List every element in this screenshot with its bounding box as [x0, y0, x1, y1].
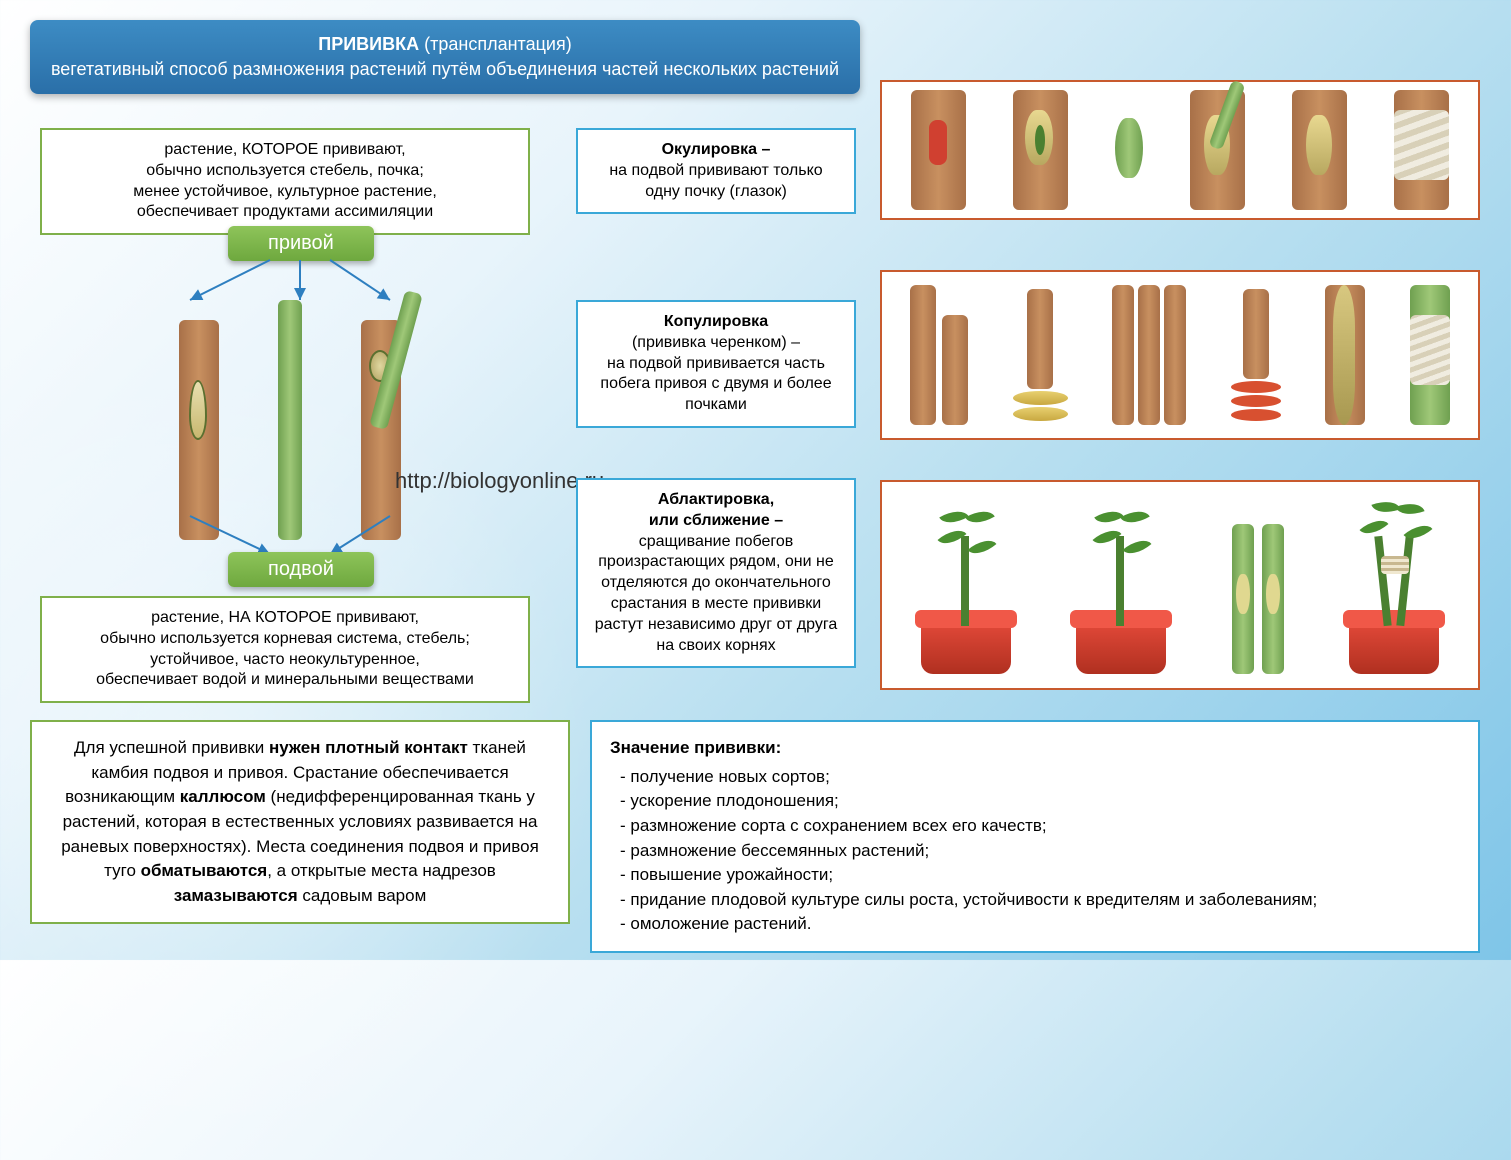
privoy-tag-label: привой	[268, 232, 334, 254]
podvoy-l3: устойчивое, часто неокультуренное,	[150, 651, 420, 668]
znachenie-item: - повышение урожайности;	[610, 863, 1460, 888]
okulirovka-desc: на подвой прививают только одну почку (г…	[609, 162, 822, 200]
privoy-l3: менее устойчивое, культурное растение,	[133, 183, 437, 200]
header-title: ПРИВИВКА	[318, 34, 419, 54]
header-subtitle: вегетативный способ размножения растений…	[51, 59, 839, 79]
znachenie-item: - придание плодовой культуре силы роста,…	[610, 888, 1460, 913]
kopulirovka-title: Копулировка	[664, 313, 768, 330]
znachenie-item: - размножение бессемянных растений;	[610, 839, 1460, 864]
privoy-desc-box: растение, КОТОРОЕ прививают, обычно испо…	[40, 128, 530, 235]
okulirovka-illus	[880, 80, 1480, 220]
privoy-tag: привой	[228, 226, 374, 261]
header-paren: (трансплантация)	[424, 34, 572, 54]
okulirovka-title: Окулировка –	[662, 141, 771, 158]
znachenie-list: - получение новых сортов;- ускорение пло…	[610, 765, 1460, 937]
ablaktirovka-box: Аблактировка, или сближение – сращивание…	[576, 478, 856, 668]
podvoy-tag-label: подвой	[268, 558, 334, 580]
podvoy-l1: растение, НА КОТОРОЕ прививают,	[151, 609, 419, 626]
podvoy-tag: подвой	[228, 552, 374, 587]
watermark-text: http://biologyonline.ru	[395, 468, 604, 493]
znachenie-title: Значение прививки:	[610, 738, 781, 757]
kopulirovka-illus	[880, 270, 1480, 440]
success-note-text: Для успешной прививки нужен плотный конт…	[61, 738, 539, 905]
success-note-box: Для успешной прививки нужен плотный конт…	[30, 720, 570, 924]
podvoy-l4: обеспечивает водой и минеральными вещест…	[96, 671, 474, 688]
znachenie-item: - ускорение плодоношения;	[610, 789, 1460, 814]
kopulirovka-box: Копулировка (прививка черенком) – на под…	[576, 300, 856, 428]
ablaktirovka-illus	[880, 480, 1480, 690]
ablaktirovka-sub: или сближение –	[649, 512, 783, 529]
ablaktirovka-desc: сращивание побегов произрастающих рядом,…	[595, 533, 838, 654]
znachenie-box: Значение прививки: - получение новых сор…	[590, 720, 1480, 953]
graft-illustration	[150, 280, 430, 540]
podvoy-l2: обычно используется корневая система, ст…	[100, 630, 470, 647]
znachenie-item: - омоложение растений.	[610, 912, 1460, 937]
ablaktirovka-title: Аблактировка,	[658, 491, 774, 508]
okulirovka-box: Окулировка – на подвой прививают только …	[576, 128, 856, 214]
header-banner: ПРИВИВКА (трансплантация) вегетативный с…	[30, 20, 860, 94]
znachenie-item: - размножение сорта с сохранением всех е…	[610, 814, 1460, 839]
privoy-l1: растение, КОТОРОЕ прививают,	[164, 141, 405, 158]
kopulirovka-desc: на подвой прививается часть побега приво…	[600, 355, 831, 414]
kopulirovka-sub: (прививка черенком) –	[632, 334, 800, 351]
privoy-l2: обычно используется стебель, почка;	[146, 162, 424, 179]
znachenie-item: - получение новых сортов;	[610, 765, 1460, 790]
watermark: http://biologyonline.ru	[395, 468, 604, 494]
privoy-l4: обеспечивает продуктами ассимиляции	[137, 203, 433, 220]
podvoy-desc-box: растение, НА КОТОРОЕ прививают, обычно и…	[40, 596, 530, 703]
